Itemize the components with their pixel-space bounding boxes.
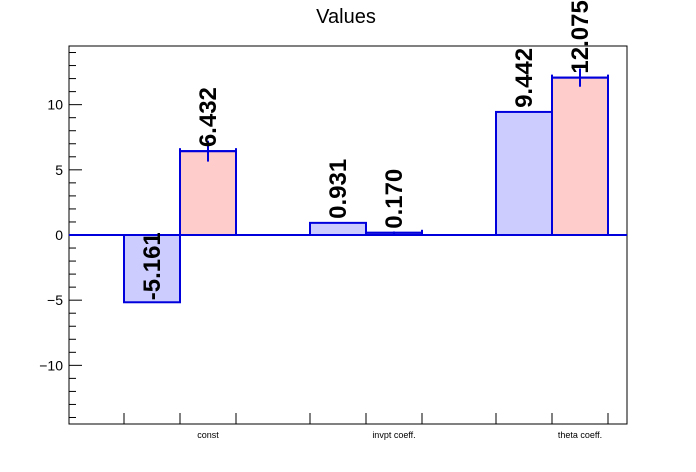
y-tick-label: −5 — [47, 292, 63, 308]
data-label: 6.432 — [195, 87, 222, 147]
data-labels: -5.161 0.931 9.442 6.432 0.170 12.075 — [139, 0, 594, 300]
chart-title: Values — [316, 6, 376, 28]
bar — [495, 110, 553, 236]
x-category-label: const — [197, 430, 219, 440]
data-label: -5.161 — [139, 232, 166, 300]
bars — [123, 68, 609, 304]
y-tick-label: −10 — [39, 357, 63, 373]
bar — [551, 76, 609, 236]
bar — [123, 234, 181, 304]
data-label: 0.931 — [325, 159, 352, 219]
y-tick-label: 0 — [55, 227, 63, 243]
data-label: 12.075 — [567, 0, 594, 73]
data-label: 0.170 — [381, 169, 408, 229]
y-tick-label: 10 — [47, 97, 63, 113]
x-category-label: invpt coeff. — [372, 430, 415, 440]
bar — [179, 150, 237, 236]
data-label: 9.442 — [511, 48, 538, 108]
bar — [309, 221, 367, 237]
x-category-label: theta coeff. — [558, 430, 602, 440]
y-tick-label: 5 — [55, 162, 63, 178]
